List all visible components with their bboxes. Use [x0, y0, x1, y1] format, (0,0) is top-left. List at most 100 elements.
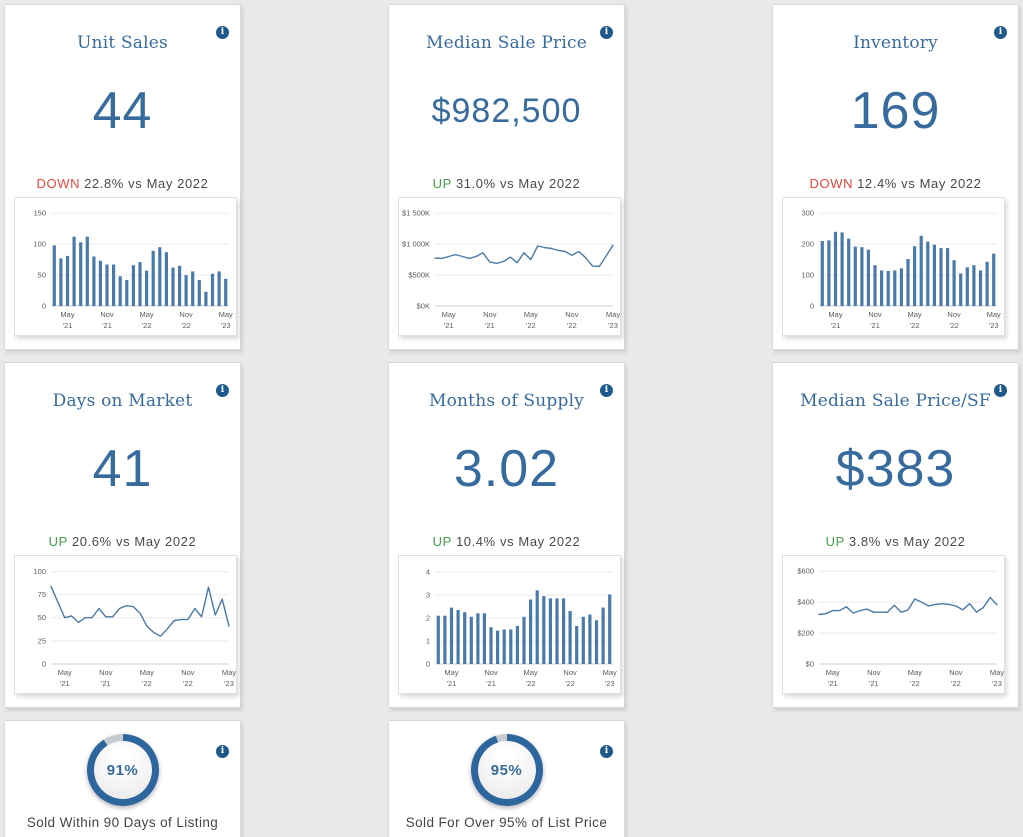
card-change-stat: UP 20.6% vs May 2022 [5, 534, 240, 549]
months-of-supply-chart: 0 1 2 3 4 May '21 Nov '21 May '22 Nov '22 May '23 [398, 555, 621, 694]
svg-text:'21: '21 [444, 321, 454, 330]
direction-badge: DOWN [36, 176, 81, 191]
card-value: $982,500 [431, 92, 582, 130]
svg-text:50: 50 [38, 613, 46, 622]
svg-text:May: May [444, 668, 458, 677]
svg-text:May: May [606, 310, 620, 319]
card-value-wrap: $982,500 [389, 63, 624, 159]
svg-text:0: 0 [42, 302, 46, 311]
svg-text:'23: '23 [221, 321, 231, 330]
svg-text:50: 50 [38, 271, 46, 280]
median-sale-price-sf-chart: $0 $200 $400 $600 May '21 Nov '21 May '22 Nov '22 Ma… [782, 555, 1005, 694]
svg-text:'22: '22 [183, 679, 193, 688]
svg-text:'21: '21 [447, 679, 457, 688]
svg-text:$200: $200 [797, 629, 814, 638]
card-median-sale-price-sf: i Median Sale Price/SF $383 UP 3.8% vs Ma… [772, 362, 1019, 708]
info-icon[interactable]: i [216, 384, 229, 397]
info-icon[interactable]: i [216, 26, 229, 39]
svg-text:Nov: Nov [868, 310, 882, 319]
card-change-stat: DOWN 12.4% vs May 2022 [773, 176, 1018, 191]
svg-text:May: May [987, 310, 1001, 319]
svg-text:May: May [442, 310, 456, 319]
info-glyph: i [604, 27, 609, 37]
change-text: 31.0% vs May 2022 [455, 176, 581, 191]
svg-text:0: 0 [42, 660, 46, 669]
info-icon[interactable]: i [600, 384, 613, 397]
svg-text:'23: '23 [224, 679, 234, 688]
inventory-chart: 0 100 200 300 May '21 Nov '21 May '22 Nov '22 May '23 [782, 197, 1005, 336]
info-glyph: i [604, 746, 609, 756]
svg-text:Nov: Nov [100, 310, 114, 319]
svg-text:Nov: Nov [947, 310, 961, 319]
svg-text:'21: '21 [60, 679, 70, 688]
info-icon[interactable]: i [600, 745, 613, 758]
svg-text:May: May [140, 310, 154, 319]
svg-text:'23: '23 [989, 321, 999, 330]
card-change-stat: UP 3.8% vs May 2022 [773, 534, 1018, 549]
svg-text:'23: '23 [608, 321, 618, 330]
info-glyph: i [220, 746, 225, 756]
card-change-stat: DOWN 22.8% vs May 2022 [5, 176, 240, 191]
svg-text:Nov: Nov [484, 668, 498, 677]
svg-text:'22: '22 [567, 321, 577, 330]
card-unit-sales: i Unit Sales 44 DOWN 22.8% vs May 2022 0 5… [4, 4, 241, 350]
median-sale-price-chart: $0K $500K $1 000K $1 500K May '21 Nov '21 May '22… [398, 197, 621, 336]
svg-text:May: May [219, 310, 233, 319]
card-title: Days on Market [52, 391, 193, 411]
card-title: Median Sale Price [426, 33, 587, 53]
change-text: 10.4% vs May 2022 [455, 534, 581, 549]
svg-text:'22: '22 [949, 321, 959, 330]
card-inventory: i Inventory 169 DOWN 12.4% vs May 2022 0 1… [772, 4, 1019, 350]
card-value: 41 [92, 440, 153, 498]
gauge-label: Sold For Over 95% of List Price [405, 815, 608, 830]
card-sold-within-90-days: i 91% Sold Within 90 Days of Listing [4, 720, 241, 837]
card-title: Inventory [853, 33, 938, 53]
gauge-percent: 95% [490, 761, 523, 779]
svg-text:$500K: $500K [408, 271, 430, 280]
svg-text:Nov: Nov [99, 668, 113, 677]
svg-text:May: May [524, 668, 538, 677]
svg-text:$0: $0 [806, 660, 814, 669]
svg-text:Nov: Nov [949, 668, 963, 677]
svg-text:0: 0 [426, 660, 430, 669]
svg-text:'21: '21 [869, 679, 879, 688]
svg-text:3: 3 [426, 590, 430, 599]
svg-text:$1 000K: $1 000K [402, 240, 430, 249]
svg-text:Nov: Nov [179, 310, 193, 319]
card-median-sale-price: i Median Sale Price $982,500 UP 31.0% vs … [388, 4, 625, 350]
svg-text:May: May [140, 668, 154, 677]
svg-text:'21: '21 [485, 321, 495, 330]
direction-badge: UP [432, 534, 452, 549]
svg-text:2: 2 [426, 614, 430, 623]
sold-over-95-gauge: 95% [470, 734, 543, 806]
card-value: $383 [835, 440, 956, 498]
card-sold-over-95-list-price: i 95% Sold For Over 95% of List Price [388, 720, 625, 837]
svg-text:100: 100 [33, 567, 46, 576]
info-icon[interactable]: i [994, 384, 1007, 397]
card-value-wrap: 169 [773, 63, 1018, 159]
direction-badge: DOWN [809, 176, 854, 191]
info-icon[interactable]: i [600, 26, 613, 39]
card-value-wrap: 3.02 [389, 421, 624, 517]
info-icon[interactable]: i [216, 745, 229, 758]
svg-text:Nov: Nov [181, 668, 195, 677]
svg-text:'22: '22 [142, 321, 152, 330]
svg-text:'21: '21 [102, 321, 112, 330]
svg-text:Nov: Nov [483, 310, 497, 319]
svg-text:'22: '22 [142, 679, 152, 688]
change-text: 20.6% vs May 2022 [71, 534, 197, 549]
svg-text:May: May [828, 310, 842, 319]
card-title: Median Sale Price/SF [800, 391, 991, 411]
svg-text:$0K: $0K [417, 302, 430, 311]
donut-inner: 95% [477, 741, 536, 799]
gauge-percent: 91% [106, 761, 139, 779]
card-days-on-market: i Days on Market 41 UP 20.6% vs May 2022 … [4, 362, 241, 708]
info-icon[interactable]: i [994, 26, 1007, 39]
svg-text:Nov: Nov [563, 668, 577, 677]
change-text: 12.4% vs May 2022 [857, 176, 982, 191]
svg-text:May: May [60, 310, 74, 319]
days-on-market-chart: 0 25 50 75 100 May '21 Nov '21 May '22 Nov '22 May '23 [14, 555, 237, 694]
donut-inner: 91% [93, 741, 152, 799]
svg-text:May: May [990, 668, 1004, 677]
